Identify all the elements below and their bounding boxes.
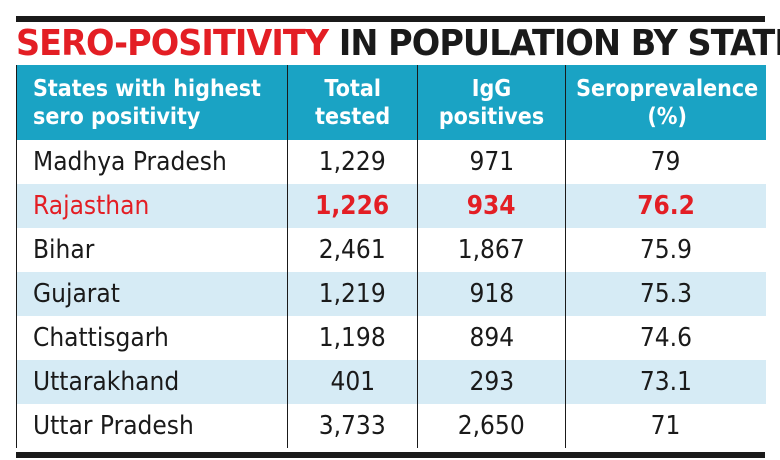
- cell-igg-positives: 894: [417, 316, 566, 360]
- cell-total-tested: 2,461: [287, 228, 418, 272]
- page-title: SERO-POSITIVITY IN POPULATION BY STATE: [16, 22, 780, 66]
- seropositivity-table: States with highest sero positivity Total…: [16, 65, 766, 448]
- cell-total-tested: 1,226: [287, 184, 418, 228]
- cell-total-tested: 401: [287, 360, 418, 404]
- cell-igg-positives: 1,867: [417, 228, 566, 272]
- cell-seroprevalence: 79: [565, 140, 766, 184]
- header-igg-positives: IgG positives: [417, 65, 566, 140]
- cell-state: Gujarat: [16, 272, 288, 316]
- cell-total-tested: 1,229: [287, 140, 418, 184]
- cell-seroprevalence: 71: [565, 404, 766, 448]
- header-row: States with highest sero positivity Total…: [16, 65, 766, 140]
- cell-total-tested: 3,733: [287, 404, 418, 448]
- table-row: Madhya Pradesh 1,229 971 79: [16, 140, 766, 184]
- header-seroprevalence: Seroprevalence (%): [565, 65, 766, 140]
- title-rest: IN POPULATION BY STATE: [328, 23, 780, 64]
- cell-total-tested: 1,219: [287, 272, 418, 316]
- cell-seroprevalence: 75.3: [565, 272, 766, 316]
- cell-state: Rajasthan: [16, 184, 288, 228]
- cell-state: Bihar: [16, 228, 288, 272]
- cell-total-tested: 1,198: [287, 316, 418, 360]
- table-row: Uttar Pradesh 3,733 2,650 71: [16, 404, 766, 448]
- cell-igg-positives: 934: [417, 184, 566, 228]
- table-row: Gujarat 1,219 918 75.3: [16, 272, 766, 316]
- cell-seroprevalence: 74.6: [565, 316, 766, 360]
- table-row: Chattisgarh 1,198 894 74.6: [16, 316, 766, 360]
- cell-igg-positives: 293: [417, 360, 566, 404]
- cell-seroprevalence: 75.9: [565, 228, 766, 272]
- bottom-rule: [16, 452, 765, 458]
- cell-seroprevalence: 73.1: [565, 360, 766, 404]
- cell-state: Uttarakhand: [16, 360, 288, 404]
- cell-state: Madhya Pradesh: [16, 140, 288, 184]
- top-rule: [16, 16, 765, 22]
- cell-state: Uttar Pradesh: [16, 404, 288, 448]
- table-row: Rajasthan 1,226 934 76.2: [16, 184, 766, 228]
- table-row: Bihar 2,461 1,867 75.9: [16, 228, 766, 272]
- cell-igg-positives: 2,650: [417, 404, 566, 448]
- cell-igg-positives: 918: [417, 272, 566, 316]
- cell-seroprevalence: 76.2: [565, 184, 766, 228]
- cell-state: Chattisgarh: [16, 316, 288, 360]
- title-highlight: SERO-POSITIVITY: [16, 23, 329, 64]
- header-state: States with highest sero positivity: [16, 65, 288, 140]
- table-row: Uttarakhand 401 293 73.1: [16, 360, 766, 404]
- cell-igg-positives: 971: [417, 140, 566, 184]
- header-total-tested: Total tested: [287, 65, 418, 140]
